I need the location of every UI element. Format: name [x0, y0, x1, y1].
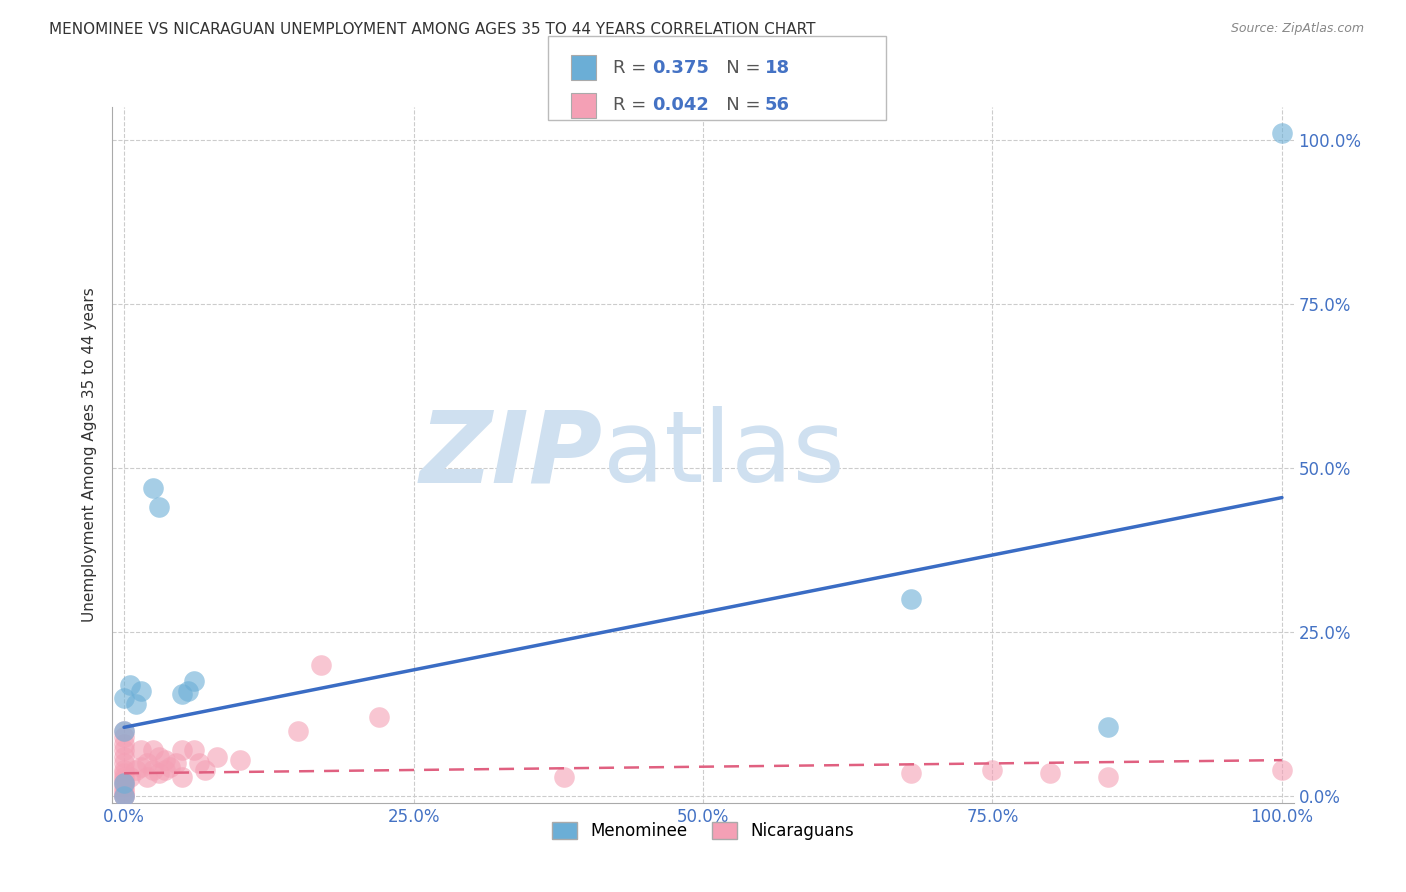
Text: 18: 18 — [765, 59, 790, 77]
Point — [131, 684, 153, 698]
Point — [136, 770, 159, 784]
Text: 56: 56 — [765, 96, 790, 114]
Point — [1097, 770, 1119, 784]
Point — [112, 776, 135, 790]
Point — [170, 688, 193, 702]
Point — [367, 710, 389, 724]
Point — [1271, 126, 1294, 140]
Point — [118, 770, 141, 784]
Point — [1097, 720, 1119, 734]
Point — [205, 749, 228, 764]
Point — [112, 737, 135, 751]
Point — [170, 743, 193, 757]
Point — [142, 481, 165, 495]
Point — [112, 780, 135, 794]
Point — [183, 743, 205, 757]
Point — [142, 743, 165, 757]
Point — [112, 789, 135, 804]
Point — [112, 786, 135, 800]
Text: MENOMINEE VS NICARAGUAN UNEMPLOYMENT AMONG AGES 35 TO 44 YEARS CORRELATION CHART: MENOMINEE VS NICARAGUAN UNEMPLOYMENT AMO… — [49, 22, 815, 37]
Point — [131, 743, 153, 757]
Point — [900, 592, 922, 607]
Y-axis label: Unemployment Among Ages 35 to 44 years: Unemployment Among Ages 35 to 44 years — [82, 287, 97, 623]
Point — [112, 789, 135, 804]
Point — [124, 763, 146, 777]
Point — [170, 770, 193, 784]
Point — [118, 678, 141, 692]
Point — [112, 730, 135, 744]
Point — [1271, 763, 1294, 777]
Point — [142, 763, 165, 777]
Point — [112, 749, 135, 764]
Text: R =: R = — [613, 59, 652, 77]
Point — [177, 684, 200, 698]
Point — [148, 749, 170, 764]
Point — [112, 763, 135, 777]
Point — [148, 766, 170, 780]
Point — [112, 770, 135, 784]
Point — [183, 674, 205, 689]
Point — [165, 756, 187, 771]
Point — [188, 756, 211, 771]
Text: 0.042: 0.042 — [652, 96, 709, 114]
Point — [287, 723, 309, 738]
Text: atlas: atlas — [603, 407, 844, 503]
Point — [553, 770, 575, 784]
Text: Source: ZipAtlas.com: Source: ZipAtlas.com — [1230, 22, 1364, 36]
Point — [900, 766, 922, 780]
Point — [112, 766, 135, 780]
Text: N =: N = — [709, 59, 766, 77]
Text: N =: N = — [709, 96, 766, 114]
Point — [112, 776, 135, 790]
Legend: Menominee, Nicaraguans: Menominee, Nicaraguans — [546, 815, 860, 847]
Text: 0.375: 0.375 — [652, 59, 709, 77]
Point — [112, 723, 135, 738]
Point — [112, 789, 135, 804]
Point — [112, 690, 135, 705]
Point — [1039, 766, 1062, 780]
Text: ZIP: ZIP — [419, 407, 603, 503]
Text: R =: R = — [613, 96, 652, 114]
Point — [148, 500, 170, 515]
Point — [124, 698, 146, 712]
Point — [112, 756, 135, 771]
Point — [153, 753, 176, 767]
Point — [153, 763, 176, 777]
Point — [981, 763, 1004, 777]
Point — [194, 763, 217, 777]
Point — [112, 772, 135, 787]
Point — [131, 760, 153, 774]
Point — [229, 753, 252, 767]
Point — [136, 756, 159, 771]
Point — [112, 743, 135, 757]
Point — [112, 782, 135, 797]
Point — [159, 760, 181, 774]
Point — [309, 657, 332, 672]
Point — [112, 723, 135, 738]
